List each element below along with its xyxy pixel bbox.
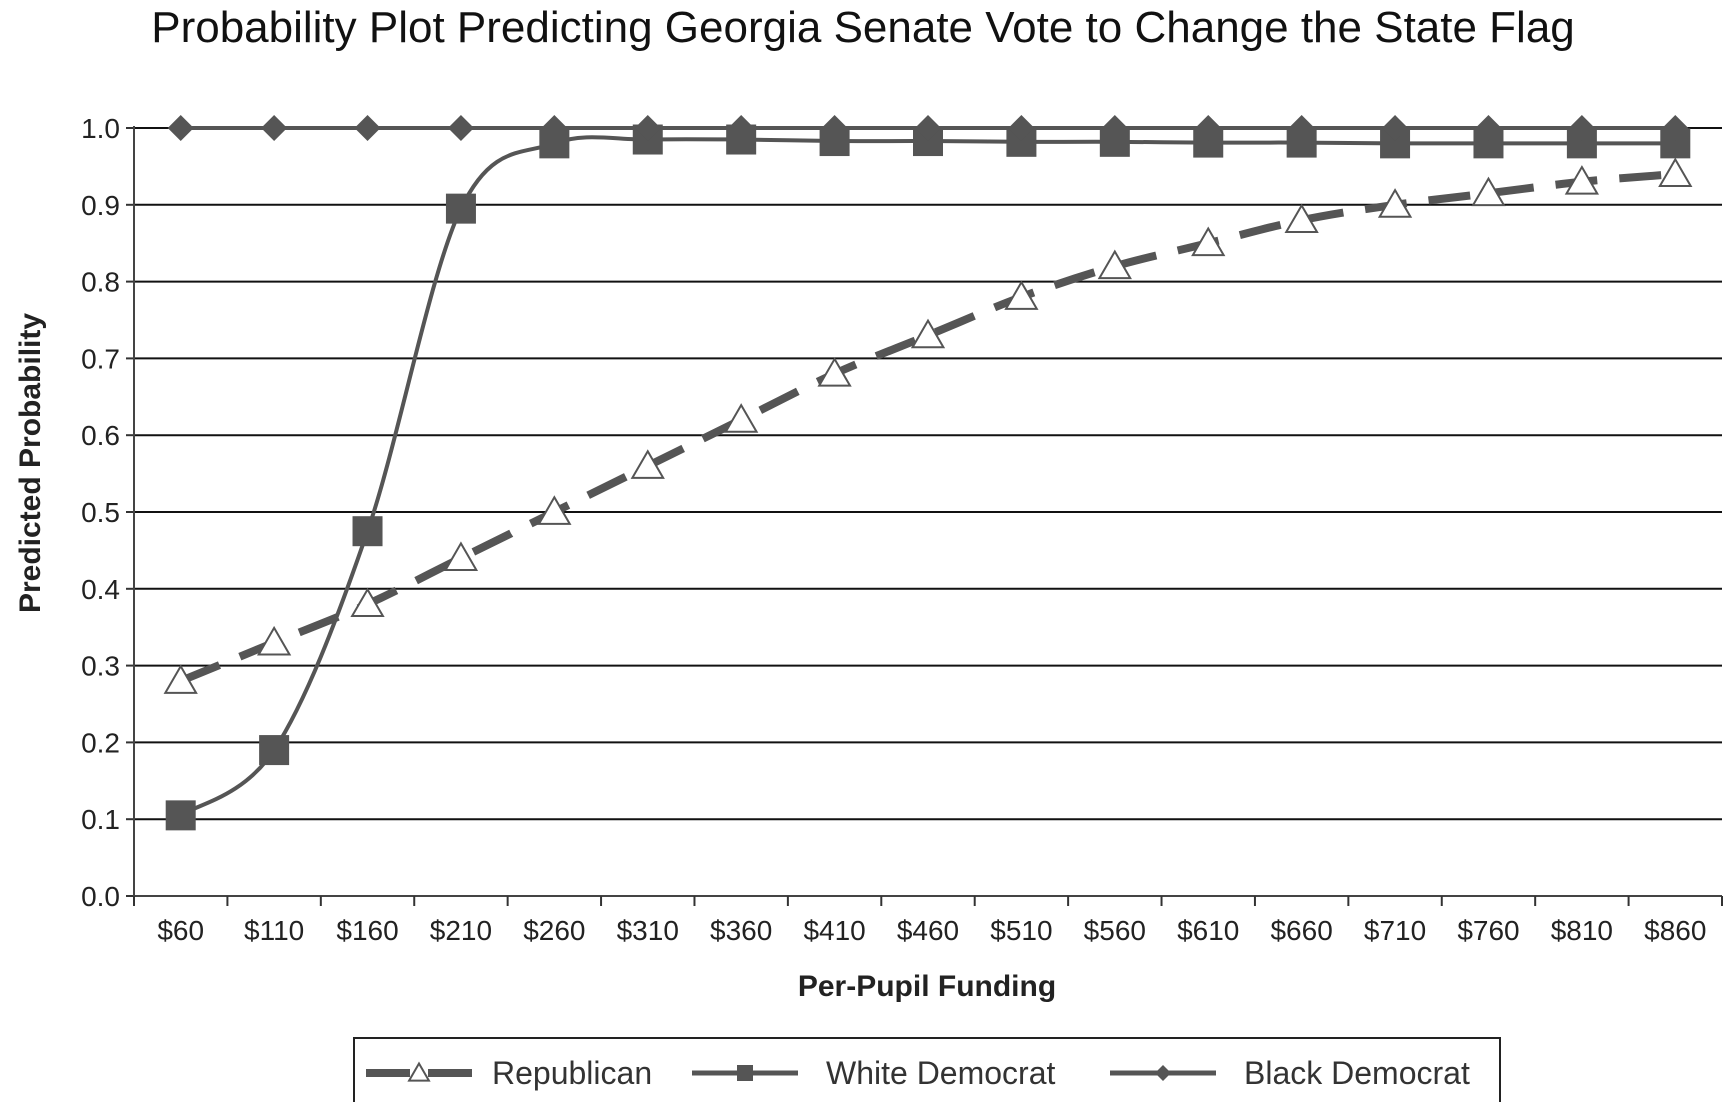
- y-tick-label: 0.6: [81, 420, 120, 451]
- data-point-black-democrat: [728, 115, 755, 141]
- legend-marker-black-democrat: [1155, 1065, 1171, 1081]
- legend-item-republican: Republican: [366, 1055, 652, 1091]
- data-point-white-democrat: [259, 735, 290, 766]
- x-tick-label: $360: [710, 915, 772, 946]
- x-tick-label: $460: [897, 915, 959, 946]
- x-tick-label: $310: [617, 915, 679, 946]
- data-point-white-democrat: [165, 800, 196, 831]
- data-point-black-democrat: [167, 115, 194, 141]
- legend-item-black-democrat: Black Democrat: [1110, 1055, 1470, 1091]
- data-point-republican: [1004, 280, 1039, 310]
- legend-label-republican: Republican: [492, 1055, 652, 1091]
- data-point-republican: [817, 357, 852, 387]
- series-line-white-democrat: [179, 135, 1676, 818]
- axes: [126, 126, 1723, 906]
- data-point-republican: [1377, 188, 1413, 218]
- legend: Republican White Democrat Black Democrat: [353, 1037, 1501, 1105]
- series-black-democrat: [167, 115, 1689, 141]
- data-point-republican: [1564, 165, 1600, 195]
- data-point-republican: [1097, 249, 1132, 280]
- x-tick-label: $610: [1177, 915, 1239, 946]
- y-tick-label: 0.4: [81, 574, 120, 605]
- data-point-republican: [1471, 176, 1506, 207]
- y-tick-label: 0.5: [81, 497, 120, 528]
- x-tick-label: $410: [803, 915, 865, 946]
- y-tick-label: 0.2: [81, 727, 120, 758]
- x-tick-label: $510: [990, 915, 1052, 946]
- data-point-black-democrat: [1382, 115, 1409, 141]
- data-point-republican: [1658, 157, 1693, 187]
- y-tick-label: 0.8: [81, 267, 120, 298]
- data-point-republican: [910, 318, 946, 349]
- x-axis-title: Per-Pupil Funding: [798, 970, 1056, 1003]
- data-point-republican: [537, 495, 572, 525]
- y-tick-label: 0.3: [81, 651, 120, 682]
- chart-title: Probability Plot Predicting Georgia Sena…: [151, 3, 1575, 52]
- series-line-republican: [179, 170, 1676, 685]
- data-point-black-democrat: [447, 115, 474, 141]
- y-tick-labels: 0.0 0.1 0.2 0.3 0.4 0.5 0.6 0.7 0.8 0.9 1.0: [81, 113, 120, 912]
- legend-item-white-democrat: White Democrat: [692, 1055, 1056, 1091]
- x-tick-label: $160: [336, 915, 398, 946]
- y-tick-label: 1.0: [81, 113, 120, 144]
- data-point-black-democrat: [1288, 115, 1315, 141]
- x-tick-label: $560: [1084, 915, 1146, 946]
- data-point-black-democrat: [1101, 115, 1128, 141]
- data-point-republican: [1191, 226, 1226, 257]
- data-point-black-democrat: [634, 115, 661, 141]
- x-tick-label: $710: [1364, 915, 1426, 946]
- data-point-republican: [163, 664, 198, 694]
- data-point-black-democrat: [1475, 115, 1502, 141]
- data-point-black-democrat: [1195, 115, 1222, 141]
- series-white-democrat: [165, 124, 1691, 831]
- x-tick-label: $110: [244, 915, 304, 946]
- data-point-republican: [443, 541, 479, 571]
- grid-lines: [134, 127, 1722, 821]
- data-point-black-democrat: [915, 115, 941, 141]
- data-point-republican: [724, 403, 759, 433]
- y-tick-label: 0.0: [81, 881, 120, 912]
- legend-marker-white-democrat: [737, 1065, 753, 1081]
- y-tick-label: 0.1: [81, 804, 120, 835]
- series-republican: [163, 157, 1693, 694]
- x-tick-label: $660: [1270, 915, 1332, 946]
- data-point-black-democrat: [1568, 115, 1595, 141]
- data-series: [163, 115, 1693, 831]
- data-point-black-democrat: [1008, 115, 1035, 141]
- x-tick-label: $860: [1644, 915, 1706, 946]
- y-axis-title: Predicted Probability: [14, 313, 47, 613]
- y-tick-label: 0.7: [81, 343, 120, 374]
- data-point-black-democrat: [354, 115, 381, 141]
- data-point-republican: [630, 449, 665, 479]
- x-tick-label: $810: [1551, 915, 1613, 946]
- data-point-republican: [256, 625, 292, 656]
- legend-box: [353, 1037, 1501, 1105]
- legend-label-white-democrat: White Democrat: [826, 1055, 1056, 1091]
- legend-label-black-democrat: Black Democrat: [1244, 1055, 1470, 1091]
- data-point-black-democrat: [821, 115, 848, 141]
- data-point-black-democrat: [1662, 115, 1689, 141]
- x-tick-label: $260: [523, 915, 585, 946]
- data-point-republican: [1284, 203, 1319, 234]
- x-tick-labels: $60 $110 $160 $210 $260 $310 $360 $410 $460 $510 $…: [157, 915, 1706, 946]
- legend-marker-republican: [407, 1061, 431, 1082]
- data-point-republican: [350, 587, 385, 618]
- data-point-black-democrat: [541, 115, 568, 141]
- x-tick-label: $760: [1457, 915, 1519, 946]
- x-tick-label: $210: [430, 915, 492, 946]
- data-point-black-democrat: [261, 115, 288, 141]
- x-tick-label: $60: [157, 915, 204, 946]
- data-point-white-democrat: [445, 193, 476, 224]
- data-point-white-democrat: [352, 516, 383, 547]
- y-tick-label: 0.9: [81, 190, 120, 221]
